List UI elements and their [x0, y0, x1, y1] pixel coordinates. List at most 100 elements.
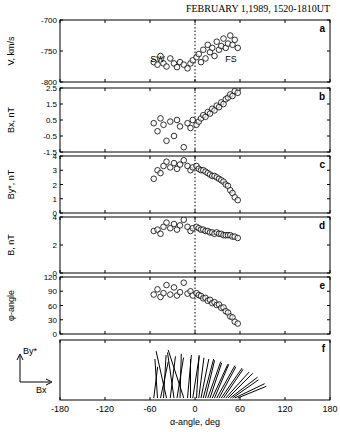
y-tick: [60, 170, 63, 171]
annotation: FS: [225, 54, 237, 64]
point: [200, 47, 206, 53]
x-tick: [150, 340, 151, 343]
vector: [168, 350, 184, 398]
plot-frame: [60, 20, 330, 82]
point: [164, 138, 170, 144]
point: [164, 220, 170, 226]
vector: [238, 386, 267, 398]
x-tick: [285, 88, 286, 91]
y-tick-label: 0.5: [46, 116, 58, 125]
point: [190, 117, 196, 123]
y-tick: [327, 273, 330, 274]
x-tick: [105, 397, 106, 400]
x-tick: [285, 340, 286, 343]
vector: [156, 351, 166, 398]
point: [158, 170, 164, 176]
x-tick: [150, 156, 151, 159]
y-tick-label: 2: [53, 241, 58, 250]
x-tick-label: 0: [192, 404, 197, 414]
x-tick: [150, 270, 151, 273]
x-tick: [285, 217, 286, 220]
y-tick: [327, 184, 330, 185]
panel-letter: f: [322, 343, 326, 354]
y-tick: [327, 170, 330, 171]
x-tick: [195, 340, 196, 343]
point: [196, 51, 202, 57]
point: [227, 33, 233, 39]
point: [177, 223, 183, 229]
vector: [155, 359, 158, 398]
vector: [235, 384, 265, 398]
y-tick-label: 1.5: [46, 100, 58, 109]
point: [171, 133, 177, 139]
vector: [188, 355, 192, 398]
x-tick: [240, 331, 241, 334]
point: [174, 117, 180, 123]
plot-frame: [60, 277, 330, 334]
x-tick-label: -180: [51, 404, 69, 414]
title: FEBRUARY 1,1989, 1520-1810UT: [186, 3, 330, 14]
point: [181, 157, 187, 163]
point: [155, 287, 161, 293]
figure: FEBRUARY 1,1989, 1520-1810UT-800-750-700…: [0, 0, 340, 432]
point: [161, 290, 167, 296]
y-tick: [327, 152, 330, 153]
point: [164, 282, 170, 288]
x-tick: [285, 210, 286, 213]
x-tick: [150, 210, 151, 213]
point: [221, 36, 227, 42]
icon-axis: [20, 382, 50, 383]
y-tick: [60, 104, 63, 105]
vector: [199, 358, 204, 398]
point: [151, 120, 157, 126]
y-tick: [327, 104, 330, 105]
y-axis-label: φ-angle: [6, 290, 16, 321]
x-tick: [285, 79, 286, 82]
y-tick-label: 1: [53, 195, 58, 204]
marks: [151, 156, 241, 213]
y-tick: [327, 217, 330, 218]
x-tick: [105, 270, 106, 273]
x-tick: [150, 149, 151, 152]
y-tick-label: 60: [48, 302, 57, 311]
x-tick-label: 120: [277, 404, 292, 414]
x-tick: [105, 277, 106, 280]
y-axis-label: B, nT: [6, 234, 16, 256]
y-tick: [60, 305, 63, 306]
point: [155, 128, 161, 134]
point: [235, 45, 241, 51]
y-tick: [327, 277, 330, 278]
vector: [224, 369, 244, 398]
point: [181, 217, 187, 223]
x-tick: [105, 149, 106, 152]
x-tick: [105, 210, 106, 213]
y-tick: [60, 319, 63, 320]
point: [161, 122, 167, 128]
y-tick: [327, 20, 330, 21]
x-tick: [60, 340, 61, 343]
y-tick: [60, 20, 63, 21]
x-tick: [150, 79, 151, 82]
plot-frame: [60, 217, 330, 273]
y-tick: [327, 120, 330, 121]
y-tick: [327, 136, 330, 137]
y-tick: [60, 120, 63, 121]
x-tick: [60, 397, 61, 400]
x-tick-label: -120: [96, 404, 114, 414]
x-tick: [105, 88, 106, 91]
y-tick: [60, 156, 63, 157]
point: [171, 221, 177, 227]
x-tick: [150, 88, 151, 91]
point: [167, 292, 173, 298]
y-tick: [327, 319, 330, 320]
vector: [197, 355, 200, 398]
point: [203, 56, 209, 62]
icon-label: By*: [23, 346, 38, 356]
y-tick-label: 3: [53, 166, 58, 175]
y-tick-label: 4: [53, 213, 58, 222]
panel-letter: d: [319, 220, 325, 231]
point: [167, 119, 173, 125]
y-axis-label: V, km/s: [6, 36, 16, 66]
x-tick: [330, 397, 331, 400]
y-tick: [327, 305, 330, 306]
